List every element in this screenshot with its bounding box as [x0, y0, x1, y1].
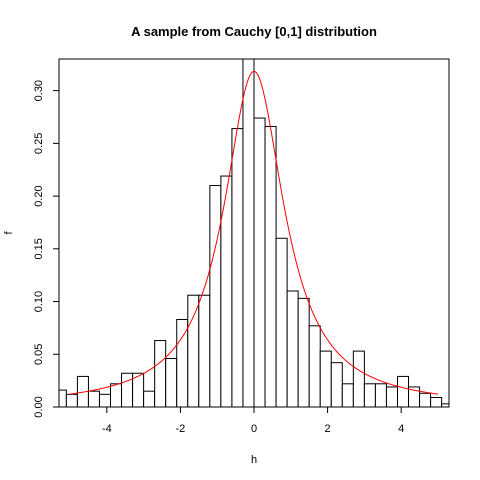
y-tick-label: 0.20: [33, 185, 45, 206]
histogram-bar: [209, 185, 222, 407]
histogram-bar: [98, 393, 112, 407]
x-tick-label: 4: [398, 423, 404, 435]
x-tick-label: 0: [251, 423, 257, 435]
histogram-bar: [319, 350, 332, 407]
x-axis-label: h: [251, 454, 257, 466]
y-tick-label: 0.30: [33, 80, 45, 101]
cauchy-density-curve: [69, 70, 439, 395]
x-tick-label: 2: [325, 423, 331, 435]
x-tick-label: -4: [102, 423, 112, 435]
histogram-bar: [363, 383, 376, 407]
y-axis: 0.00 0.05 0.10 0.15 0.20 0.25 0.30: [33, 80, 60, 418]
histogram-bar: [341, 383, 354, 407]
histogram-bar: [352, 350, 365, 407]
histogram-bar: [242, 59, 255, 407]
y-axis-label: f: [3, 231, 15, 235]
histogram-bars: [59, 59, 449, 407]
histogram-bar: [87, 390, 100, 407]
y-tick-label: 0.10: [33, 291, 45, 312]
histogram-bar: [231, 128, 244, 407]
y-tick-label: 0.05: [33, 344, 45, 365]
histogram-bar: [143, 390, 156, 407]
histogram-bar: [121, 372, 134, 407]
y-tick-label: 0.25: [33, 133, 45, 154]
histogram-bar: [132, 372, 145, 407]
histogram-bar: [253, 117, 266, 407]
histogram-bar: [297, 297, 310, 407]
histogram-bar: [430, 397, 443, 407]
histogram-bar: [374, 383, 387, 407]
histogram-bar: [65, 393, 78, 407]
histogram-bar: [176, 318, 189, 407]
histogram-bar: [165, 357, 178, 407]
histogram-bar: [154, 340, 167, 407]
histogram-bar: [396, 375, 410, 407]
x-tick-label: -2: [176, 423, 186, 435]
y-tick-label: 0.00: [33, 396, 45, 417]
histogram-bar: [308, 325, 321, 407]
histogram-bar: [385, 386, 398, 407]
histogram-bar: [275, 237, 288, 407]
histogram-bar: [198, 294, 211, 407]
histogram-bar: [286, 290, 299, 407]
histogram-bar: [419, 392, 432, 407]
histogram-bar: [187, 294, 200, 407]
histogram-bar: [441, 403, 449, 407]
histogram-bar: [330, 362, 343, 407]
chart-title: A sample from Cauchy [0,1] distribution: [131, 24, 377, 39]
x-axis: -4 -2 0 2 4: [102, 407, 404, 435]
histogram-bar: [264, 125, 277, 407]
y-tick-label: 0.15: [33, 238, 45, 259]
histogram-bar: [59, 389, 67, 407]
histogram-bar: [110, 383, 123, 407]
